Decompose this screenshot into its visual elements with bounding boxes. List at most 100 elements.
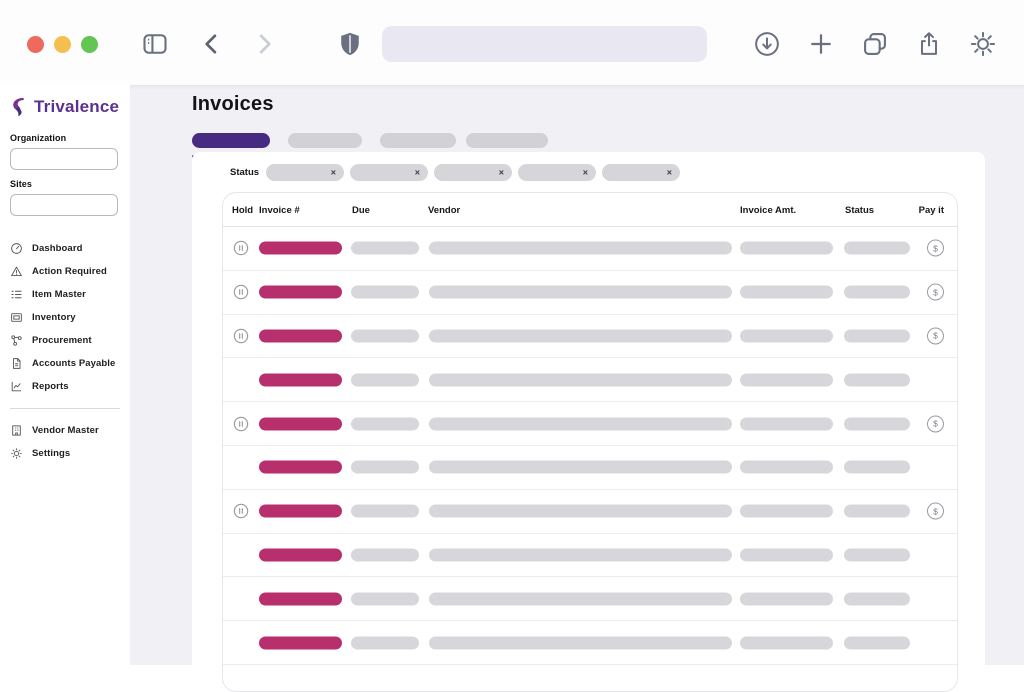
invoice-number-skeleton (259, 460, 342, 474)
status-skeleton (844, 285, 910, 299)
hold-icon[interactable] (233, 416, 249, 432)
invoice-amt-skeleton (740, 592, 833, 606)
table-row: $ (223, 533, 957, 578)
chip-remove-icon[interactable]: × (330, 167, 337, 177)
vendor-skeleton (429, 373, 732, 387)
page-title: Invoices (192, 93, 274, 115)
due-skeleton (351, 329, 419, 343)
sites-label: Sites (10, 179, 33, 189)
settings-gear-icon[interactable] (969, 30, 997, 58)
sidebar-item-item-master[interactable]: Item Master (10, 283, 125, 306)
due-skeleton (351, 241, 419, 255)
vendor-skeleton (429, 285, 732, 299)
sidebar-item-vendor-master[interactable]: Vendor Master (10, 419, 125, 442)
status-chip[interactable]: × (602, 164, 681, 181)
table-row: $ (223, 402, 957, 446)
status-skeleton (844, 241, 910, 255)
due-skeleton (351, 285, 419, 299)
sidebar-item-reports[interactable]: Reports (10, 375, 125, 398)
sidebar-item-procurement[interactable]: Procurement (10, 329, 125, 352)
invoice-number-skeleton (259, 285, 342, 299)
status-chip[interactable]: × (434, 164, 513, 181)
invoice-amt-skeleton (740, 548, 833, 562)
sidebar-toggle-icon[interactable] (141, 30, 169, 58)
downloads-icon[interactable] (753, 30, 781, 58)
pay-dollar-icon[interactable]: $ (927, 283, 944, 301)
chip-remove-icon[interactable]: × (414, 167, 421, 177)
column-invoice: Invoice # (259, 205, 300, 216)
tab-skeleton[interactable] (288, 133, 362, 148)
sidebar-item-action-required[interactable]: Action Required (10, 260, 125, 283)
tab-overview-icon[interactable] (861, 30, 889, 58)
invoice-number-skeleton (259, 548, 342, 562)
column-pay-it: Pay it (918, 205, 944, 216)
column-due: Due (352, 205, 370, 216)
list-icon (11, 290, 22, 299)
network-icon (11, 335, 22, 346)
vendor-skeleton (429, 636, 732, 650)
chip-remove-icon[interactable]: × (582, 167, 589, 177)
invoice-number-skeleton (259, 373, 342, 387)
share-icon[interactable] (915, 30, 943, 58)
page-card: Status × × × × × Hold Invoice # Due Vendor I… (192, 152, 985, 692)
column-invoice-amt: Invoice Amt. (740, 205, 797, 216)
column-hold: Hold (232, 205, 254, 216)
vendor-skeleton (429, 592, 732, 606)
privacy-shield-icon[interactable] (336, 30, 364, 58)
sidebar-item-accounts-payable[interactable]: Accounts Payable (10, 352, 125, 375)
tab-active-skeleton[interactable] (192, 133, 272, 158)
hold-icon[interactable] (233, 240, 249, 256)
address-bar[interactable] (382, 26, 707, 62)
pay-dollar-icon[interactable]: $ (927, 327, 944, 345)
forward-icon[interactable] (250, 30, 278, 58)
table-row: $ (223, 577, 957, 622)
tab-skeleton[interactable] (380, 133, 456, 148)
status-filter-label: Status (230, 167, 260, 178)
new-tab-icon[interactable] (807, 30, 835, 58)
inventory-icon (11, 313, 22, 322)
tab-skeleton[interactable] (466, 133, 548, 148)
minimize-window-button[interactable] (54, 36, 71, 53)
document-icon (13, 358, 21, 369)
invoice-number-skeleton (259, 417, 342, 431)
pay-dollar-icon[interactable]: $ (927, 415, 944, 433)
sidebar-item-dashboard[interactable]: Dashboard (10, 237, 125, 260)
pay-dollar-icon[interactable]: $ (927, 502, 944, 520)
due-skeleton (351, 460, 419, 474)
hold-icon[interactable] (233, 284, 249, 300)
vendor-skeleton (429, 460, 732, 474)
pay-dollar-icon[interactable]: $ (927, 239, 944, 257)
status-skeleton (844, 329, 910, 343)
vendor-skeleton (429, 329, 732, 343)
invoice-number-skeleton (259, 329, 342, 343)
status-chip[interactable]: × (266, 164, 345, 181)
sites-select[interactable] (10, 194, 118, 216)
logo-wordmark: Trivalence (34, 97, 120, 116)
dashboard-icon (11, 243, 22, 254)
status-chip[interactable]: × (350, 164, 429, 181)
zoom-window-button[interactable] (81, 36, 98, 53)
sidebar-item-settings[interactable]: Settings (10, 442, 125, 465)
due-skeleton (351, 504, 419, 518)
tab-bar (192, 133, 548, 158)
chip-remove-icon[interactable]: × (498, 167, 505, 177)
invoice-number-skeleton (259, 504, 342, 518)
sidebar-divider (10, 408, 120, 409)
status-chips: × × × × × (266, 164, 681, 181)
sidebar-item-inventory[interactable]: Inventory (10, 306, 125, 329)
organization-select[interactable] (10, 148, 118, 170)
close-window-button[interactable] (27, 36, 44, 53)
back-icon[interactable] (198, 30, 226, 58)
table-header: Hold Invoice # Due Vendor Invoice Amt. S… (223, 193, 957, 227)
invoice-number-skeleton (259, 636, 342, 650)
status-skeleton (844, 460, 910, 474)
hold-icon[interactable] (233, 503, 249, 519)
table-row: $ (223, 227, 957, 271)
chip-remove-icon[interactable]: × (666, 167, 673, 177)
status-chip[interactable]: × (518, 164, 597, 181)
trivalence-logo-icon (13, 97, 24, 117)
hold-icon[interactable] (233, 328, 249, 344)
status-skeleton (844, 636, 910, 650)
table-rows: $ $ $ (223, 227, 957, 665)
organization-label: Organization (10, 133, 67, 143)
